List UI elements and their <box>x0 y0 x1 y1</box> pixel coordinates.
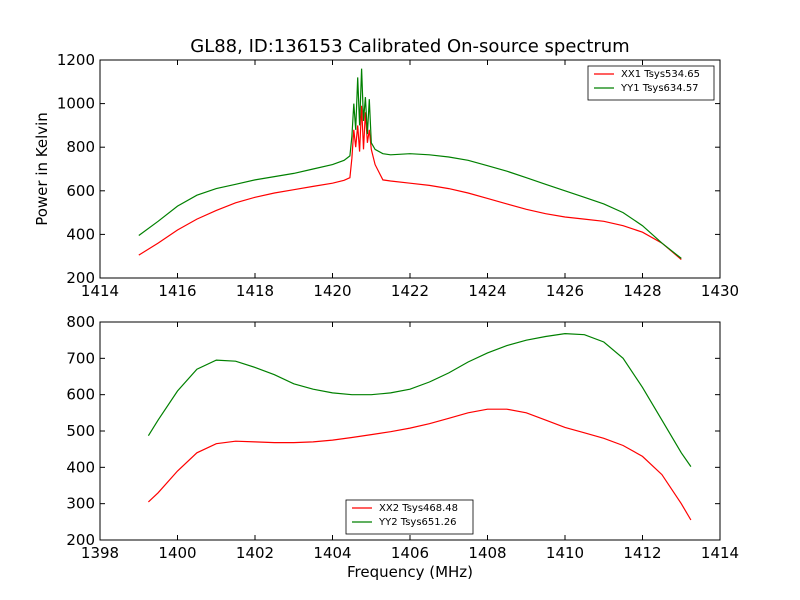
y-tick-label: 700 <box>66 349 95 367</box>
x-tick-label: 1426 <box>546 282 584 300</box>
y-tick-label: 200 <box>66 531 95 549</box>
y-tick-label: 200 <box>66 269 95 287</box>
bottom-series-lines <box>147 332 692 521</box>
x-tick-label: 1408 <box>468 544 506 562</box>
x-axis-label: Frequency (MHz) <box>347 563 473 581</box>
series-line-xx1 <box>138 105 682 260</box>
x-tick-label: 1414 <box>701 544 739 562</box>
bottom-legend: XX2 Tsys468.48 YY2 Tsys651.26 <box>345 499 474 535</box>
y-tick-label: 500 <box>66 422 95 440</box>
x-tick-label: 1400 <box>158 544 196 562</box>
y-tick-label: 300 <box>66 495 95 513</box>
top-axis-ticks: 1414 1416 1418 1420 1422 1424 1426 1428 1430 200 4… <box>57 51 739 300</box>
x-tick-label: 1430 <box>701 282 739 300</box>
top-y-axis-label: Power in Kelvin <box>33 112 51 226</box>
y-tick-label: 600 <box>66 386 95 404</box>
top-subplot: 1414 1416 1418 1420 1422 1424 1426 1428 1430 200 4… <box>33 51 739 300</box>
x-tick-label: 1410 <box>546 544 584 562</box>
x-tick-label: 1414 <box>81 282 119 300</box>
legend-entry-label: XX1 Tsys534.65 <box>621 69 700 80</box>
series-line-yy2 <box>147 332 692 467</box>
x-tick-label: 1412 <box>623 544 661 562</box>
y-tick-label: 400 <box>66 458 95 476</box>
y-tick-label: 800 <box>66 313 95 331</box>
y-tick-label: 1000 <box>57 95 95 113</box>
x-tick-label: 1406 <box>391 544 429 562</box>
x-tick-label: 1402 <box>236 544 274 562</box>
top-series-lines <box>138 68 682 260</box>
legend-entry-label: YY1 Tsys634.57 <box>620 83 699 94</box>
x-tick-label: 1422 <box>391 282 429 300</box>
legend-entry-label: YY2 Tsys651.26 <box>378 517 457 528</box>
y-tick-label: 800 <box>66 138 95 156</box>
legend-entry-label: XX2 Tsys468.48 <box>379 503 458 514</box>
x-tick-label: 1428 <box>623 282 661 300</box>
series-line-yy1 <box>138 68 682 259</box>
x-tick-label: 1418 <box>236 282 274 300</box>
y-tick-label: 1200 <box>57 51 95 69</box>
x-tick-label: 1416 <box>158 282 196 300</box>
y-tick-label: 400 <box>66 225 95 243</box>
legend-box <box>587 65 715 101</box>
x-tick-label: 1424 <box>468 282 506 300</box>
x-tick-label: 1404 <box>313 544 351 562</box>
x-tick-label: 1420 <box>313 282 351 300</box>
bottom-subplot: 1398 1400 1402 1404 1406 1408 1410 1412 1414 200 3… <box>66 313 739 562</box>
bottom-axis-ticks: 1398 1400 1402 1404 1406 1408 1410 1412 1414 200 3… <box>66 313 739 562</box>
legend-box <box>345 499 474 535</box>
series-line-xx2 <box>147 408 692 521</box>
top-legend: XX1 Tsys534.65 YY1 Tsys634.57 <box>587 65 715 101</box>
x-tick-label: 1398 <box>81 544 119 562</box>
figure-title: GL88, ID:136153 Calibrated On-source spe… <box>190 36 629 57</box>
y-tick-label: 600 <box>66 182 95 200</box>
